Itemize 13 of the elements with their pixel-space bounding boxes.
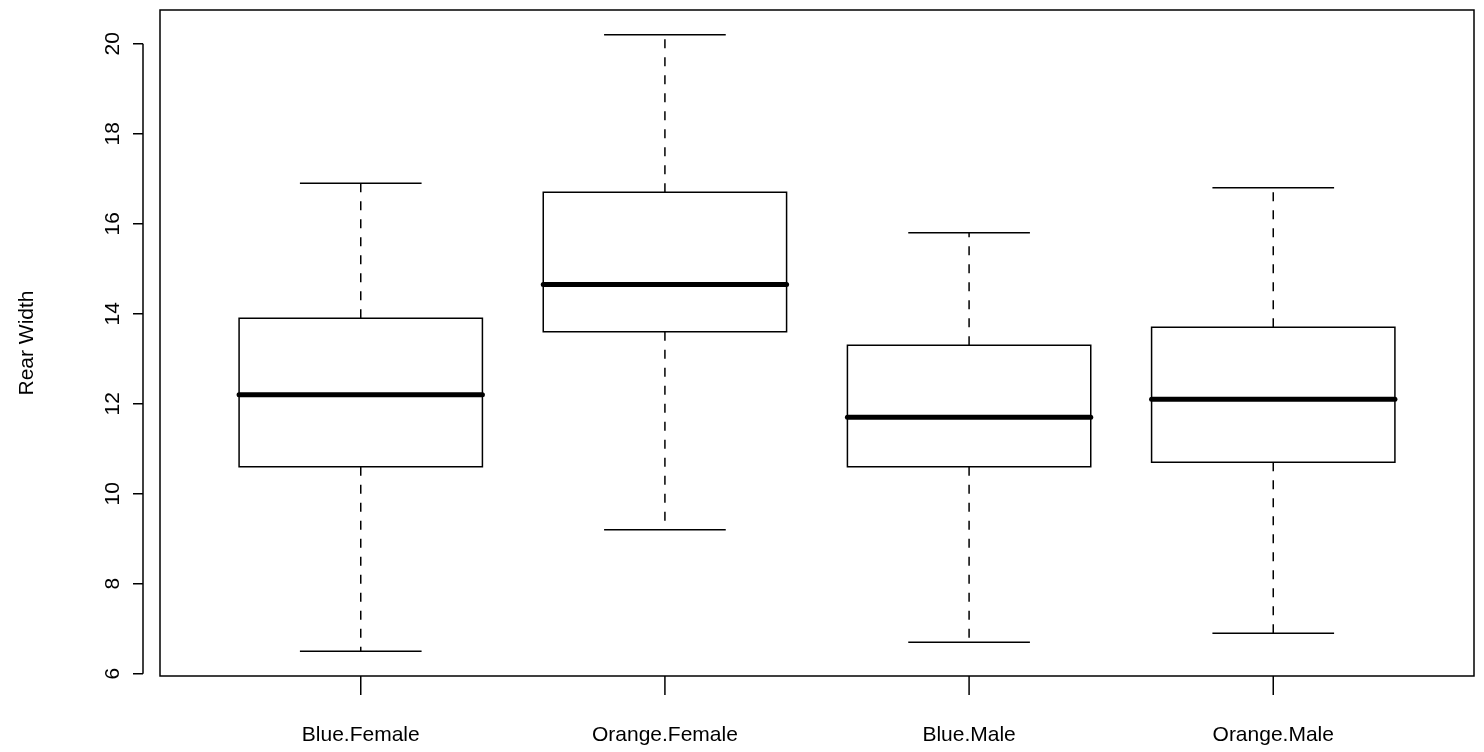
y-tick-label: 10 [100, 482, 123, 506]
y-tick-label: 14 [100, 301, 123, 326]
y-tick-label: 6 [100, 667, 123, 680]
x-tick-label: Orange.Male [1212, 722, 1334, 745]
y-tick-label: 16 [100, 212, 123, 236]
y-tick-label: 12 [100, 392, 123, 416]
x-tick-label: Blue.Male [922, 722, 1016, 745]
y-tick-label: 8 [100, 577, 123, 590]
y-tick-label: 20 [100, 32, 123, 56]
x-tick-label: Blue.Female [301, 722, 420, 745]
y-tick-label: 18 [100, 122, 123, 146]
y-axis-title: Rear Width [14, 290, 37, 396]
x-tick-label: Orange.Female [591, 722, 738, 745]
